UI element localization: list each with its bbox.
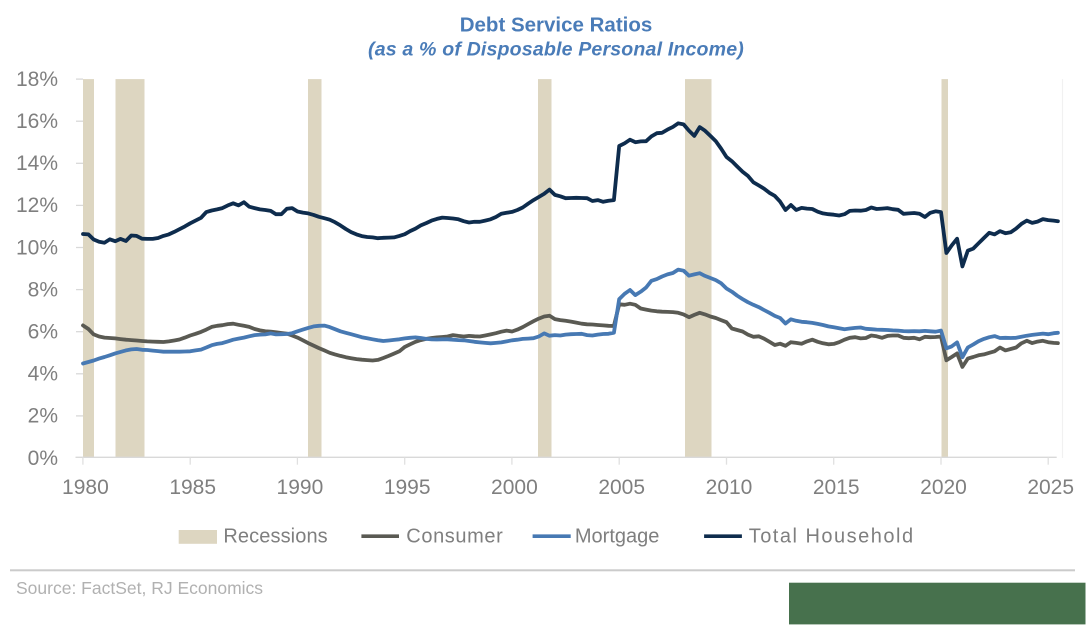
svg-text:2%: 2%: [28, 405, 58, 428]
svg-text:(as a % of Disposable Personal: (as a % of Disposable Personal Income): [368, 39, 744, 61]
svg-text:14%: 14%: [16, 152, 58, 175]
svg-text:12%: 12%: [16, 194, 58, 217]
svg-text:0%: 0%: [28, 447, 58, 470]
svg-text:Mortgage: Mortgage: [575, 525, 660, 547]
svg-text:2010: 2010: [706, 476, 753, 499]
svg-text:1980: 1980: [62, 476, 109, 499]
svg-text:2000: 2000: [491, 476, 538, 499]
svg-text:Recessions: Recessions: [223, 525, 327, 547]
svg-text:2025: 2025: [1027, 476, 1074, 499]
svg-text:6%: 6%: [28, 321, 58, 344]
svg-text:10%: 10%: [16, 236, 58, 259]
svg-text:Debt Service Ratios: Debt Service Ratios: [460, 14, 653, 37]
svg-text:Consumer: Consumer: [406, 525, 503, 547]
svg-text:16%: 16%: [16, 110, 58, 133]
svg-text:2005: 2005: [598, 476, 645, 499]
svg-text:1990: 1990: [277, 476, 324, 499]
svg-text:8%: 8%: [28, 278, 58, 301]
svg-text:4%: 4%: [28, 363, 58, 386]
svg-text:1995: 1995: [384, 476, 431, 499]
svg-text:Source: FactSet, RJ Economics: Source: FactSet, RJ Economics: [16, 578, 263, 598]
svg-text:18%: 18%: [16, 68, 58, 91]
svg-text:2015: 2015: [813, 476, 860, 499]
svg-text:2020: 2020: [920, 476, 967, 499]
svg-text:Total Household: Total Household: [749, 525, 915, 547]
svg-text:1985: 1985: [169, 476, 216, 499]
